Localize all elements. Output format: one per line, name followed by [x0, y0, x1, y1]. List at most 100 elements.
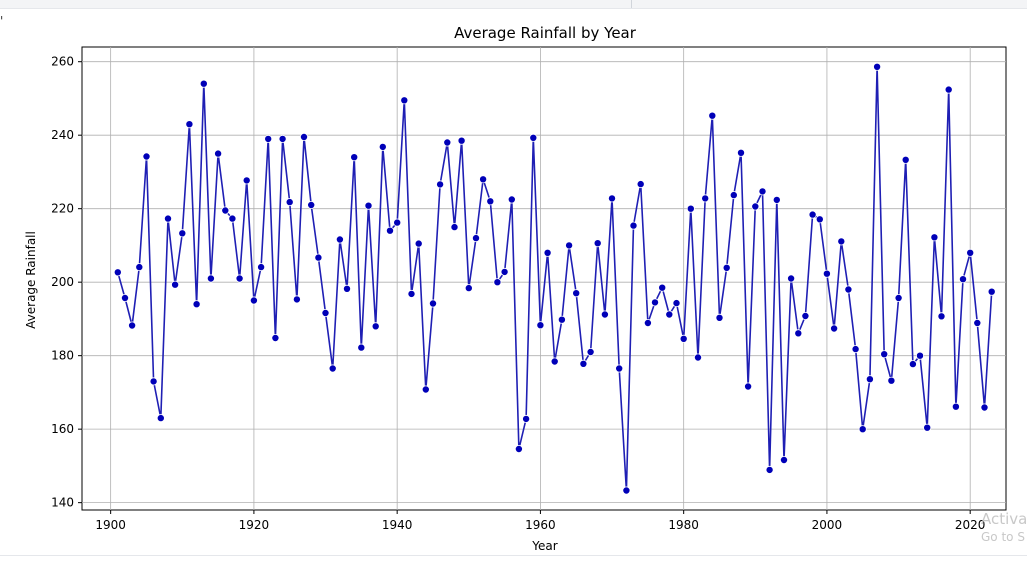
data-point [765, 465, 774, 474]
data-point [214, 149, 223, 158]
data-point [658, 283, 667, 292]
corner-mark: ' [0, 14, 4, 28]
data-point [500, 267, 509, 276]
data-point [135, 263, 144, 272]
data-point [651, 298, 660, 307]
data-point [679, 334, 688, 343]
bottom-divider [0, 555, 1027, 556]
data-point [615, 364, 624, 373]
data-point [636, 180, 645, 189]
data-point [930, 233, 939, 242]
data-point [450, 223, 459, 232]
data-point [916, 351, 925, 360]
data-point [278, 134, 287, 143]
data-point [959, 275, 968, 284]
data-point [178, 229, 187, 238]
y-tick-label: 140 [51, 496, 74, 510]
data-point [744, 382, 753, 391]
data-point [665, 310, 674, 319]
data-point [729, 191, 738, 200]
data-point [493, 278, 502, 287]
data-point [221, 206, 230, 215]
data-point [121, 293, 130, 302]
data-point [966, 248, 975, 257]
data-point [830, 324, 839, 333]
data-point [228, 214, 237, 223]
x-tick-label: 1900 [95, 518, 126, 532]
data-point [407, 289, 416, 298]
x-tick-label: 1960 [525, 518, 556, 532]
data-point [944, 85, 953, 94]
y-tick-label: 160 [51, 422, 74, 436]
data-point [737, 148, 746, 157]
data-point [923, 423, 932, 432]
data-point [156, 414, 165, 423]
data-point [292, 295, 301, 304]
data-point [887, 376, 896, 385]
data-point [973, 318, 982, 327]
data-point [335, 235, 344, 244]
data-point [937, 312, 946, 321]
data-point [457, 136, 466, 145]
y-tick-label: 180 [51, 349, 74, 363]
x-tick-label: 1980 [668, 518, 699, 532]
data-point [507, 195, 516, 204]
data-point [672, 299, 681, 308]
data-point [579, 359, 588, 368]
data-point [436, 180, 445, 189]
data-point [428, 299, 437, 308]
data-point [242, 176, 251, 185]
data-point [371, 322, 380, 331]
x-tick-label: 1920 [239, 518, 270, 532]
plot-area [81, 46, 1007, 511]
data-point [113, 268, 122, 277]
data-point [858, 425, 867, 434]
data-point [600, 310, 609, 319]
activation-watermark: Activa Go to S [981, 510, 1027, 544]
data-point [378, 142, 387, 151]
data-point [199, 79, 208, 88]
data-point [951, 402, 960, 411]
x-tick-label: 1940 [382, 518, 413, 532]
data-point [908, 360, 917, 369]
data-point [694, 353, 703, 362]
data-point [822, 269, 831, 278]
data-point [865, 375, 874, 384]
toolbar-divider [631, 0, 632, 8]
data-point [715, 313, 724, 322]
data-point [894, 293, 903, 302]
data-point [593, 239, 602, 248]
data-point [815, 215, 824, 224]
data-point [751, 202, 760, 211]
data-point [572, 289, 581, 298]
data-point [536, 321, 545, 330]
data-point [629, 221, 638, 230]
x-tick-label: 2000 [812, 518, 843, 532]
data-point [471, 234, 480, 243]
data-point [443, 138, 452, 147]
data-point [844, 285, 853, 294]
x-tick-label: 2020 [955, 518, 986, 532]
data-point [643, 318, 652, 327]
data-point [529, 133, 538, 142]
data-point [901, 155, 910, 164]
data-point [586, 347, 595, 356]
data-point [550, 357, 559, 366]
data-point [321, 308, 330, 317]
data-point [464, 284, 473, 293]
axis-ticks: 1900 1920 1940 1960 1980 2000 2020 140 160 180 200… [51, 55, 985, 532]
data-point [328, 364, 337, 373]
y-tick-label: 240 [51, 128, 74, 142]
y-tick-label: 260 [51, 55, 74, 69]
data-point [185, 120, 194, 129]
data-point [285, 198, 294, 207]
data-point [314, 253, 323, 262]
data-point [400, 96, 409, 105]
data-point [557, 315, 566, 324]
data-point [987, 287, 996, 296]
data-point [873, 62, 882, 71]
data-point [149, 377, 158, 386]
series-rainfall [113, 62, 996, 495]
data-point [772, 195, 781, 204]
